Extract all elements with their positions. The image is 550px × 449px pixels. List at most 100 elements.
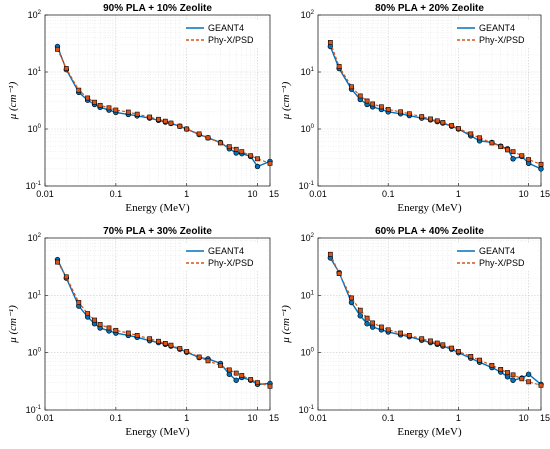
data-point-phyx-psd [498, 144, 504, 150]
data-point-phyx-psd [489, 362, 495, 368]
data-point-phyx-psd [370, 320, 376, 326]
data-point-phyx-psd [255, 380, 260, 386]
data-point-phyx-psd [440, 342, 446, 348]
data-point-phyx-psd [168, 342, 174, 348]
data-point-phyx-psd [505, 370, 510, 375]
y-tick-label: 101 [28, 290, 42, 300]
data-point-phyx-psd [489, 140, 495, 146]
x-tick-label: 15 [269, 413, 279, 423]
data-point-phyx-psd [248, 377, 254, 382]
data-point-phyx-psd [364, 98, 370, 104]
legend: GEANT4 Phy-X/PSD [181, 242, 267, 271]
data-point-phyx-psd [85, 311, 91, 317]
data-point-phyx-psd [419, 336, 425, 342]
data-point-geant4 [525, 371, 532, 377]
x-axis-label: Energy (MeV) [125, 426, 190, 438]
y-axis-label: μ (cm⁻¹) [280, 81, 292, 120]
data-point-phyx-psd [434, 118, 440, 124]
x-axis-label: Energy (MeV) [397, 202, 462, 214]
data-point-phyx-psd [267, 383, 273, 389]
data-point-phyx-psd [255, 156, 260, 162]
data-point-geant4 [226, 371, 233, 377]
data-point-phyx-psd [134, 111, 140, 117]
x-tick-label: 10 [248, 413, 258, 423]
plot-frame [317, 237, 542, 411]
data-point-phyx-psd [477, 135, 482, 141]
plot-frame [44, 14, 271, 187]
legend-entry: Phy-X/PSD [479, 258, 525, 268]
y-tick-label: 100 [301, 348, 315, 358]
y-tick-label: 102 [301, 10, 315, 20]
data-point-phyx-psd [92, 99, 97, 105]
data-point-phyx-psd [519, 153, 525, 159]
x-tick-label: 1 [456, 189, 461, 199]
legend: GEANT4 Phy-X/PSD [452, 242, 538, 271]
data-point-phyx-psd [398, 330, 403, 336]
data-point-geant4 [538, 166, 544, 172]
chart-title: 60% PLA + 40% Zeolite [375, 226, 484, 237]
data-point-phyx-psd [205, 358, 211, 364]
data-point-phyx-psd [379, 104, 384, 110]
y-axis-label: μ (cm⁻¹) [7, 81, 19, 120]
data-point-phyx-psd [113, 107, 119, 113]
data-point-phyx-psd [162, 341, 168, 346]
data-point-phyx-psd [456, 126, 461, 131]
y-tick-label: 10-1 [26, 405, 42, 415]
x-tick-label: 0.1 [110, 413, 123, 423]
x-tick-label: 0.1 [382, 413, 395, 423]
data-point-phyx-psd [510, 149, 516, 155]
data-point-phyx-psd [162, 118, 168, 124]
data-point-phyx-psd [196, 131, 202, 137]
data-point-geant4 [254, 163, 261, 170]
data-point-phyx-psd [147, 336, 153, 342]
x-tick-label: 10 [519, 413, 529, 423]
data-point-phyx-psd [147, 114, 153, 120]
legend-entry: GEANT4 [208, 23, 244, 33]
x-tick-label: 0.1 [110, 189, 123, 199]
y-tick-label: 10-1 [26, 181, 42, 191]
data-point-phyx-psd [406, 333, 412, 338]
data-point-phyx-psd [55, 46, 60, 52]
data-point-phyx-psd [218, 362, 223, 368]
data-point-phyx-psd [63, 274, 69, 280]
data-point-phyx-psd [184, 126, 190, 132]
data-point-phyx-psd [55, 259, 60, 265]
data-point-phyx-psd [440, 120, 446, 125]
data-point-phyx-psd [196, 354, 202, 360]
x-tick-label: 0.01 [36, 189, 54, 199]
data-point-phyx-psd [510, 372, 516, 378]
legend-entry: Phy-X/PSD [208, 258, 254, 268]
data-point-phyx-psd [357, 93, 363, 99]
data-point-phyx-psd [156, 116, 161, 122]
data-point-phyx-psd [477, 357, 482, 363]
data-point-phyx-psd [385, 107, 391, 112]
x-tick-label: 0.01 [309, 189, 327, 199]
chart-title: 70% PLA + 30% Zeolite [103, 226, 212, 237]
y-tick-label: 102 [28, 10, 42, 20]
data-point-geant4 [510, 377, 516, 383]
data-point-phyx-psd [428, 338, 433, 344]
data-point-phyx-psd [449, 345, 455, 351]
data-point-geant4 [504, 374, 511, 380]
data-point-geant4 [357, 313, 363, 319]
chart-panel-1: 0.01 0.1 1 10 15 10-1 100 101 102 90% PLA + 10% Z… [7, 3, 279, 214]
data-point-geant4 [369, 324, 376, 330]
data-point-phyx-psd [385, 327, 391, 333]
y-tick-label: 10-1 [299, 405, 315, 415]
x-tick-label: 0.1 [382, 189, 395, 199]
x-tick-label: 0.01 [36, 413, 54, 423]
data-point-phyx-psd [226, 144, 232, 150]
data-point-phyx-psd [92, 317, 97, 323]
x-tick-label: 0.01 [309, 413, 327, 423]
data-point-phyx-psd [336, 271, 342, 276]
data-point-phyx-psd [226, 367, 232, 373]
data-point-phyx-psd [177, 123, 183, 129]
plot-frame [44, 237, 271, 411]
y-axis-label: μ (cm⁻¹) [280, 305, 292, 344]
data-point-phyx-psd [379, 324, 384, 330]
chart-panel-4: 0.01 0.1 1 10 15 10-1 100 101 102 60% PLA + 40% Z… [280, 226, 550, 438]
data-point-phyx-psd [63, 66, 69, 71]
chart-title: 80% PLA + 20% Zeolite [375, 3, 484, 14]
y-axis-label: μ (cm⁻¹) [7, 305, 19, 344]
data-point-phyx-psd [349, 295, 354, 301]
